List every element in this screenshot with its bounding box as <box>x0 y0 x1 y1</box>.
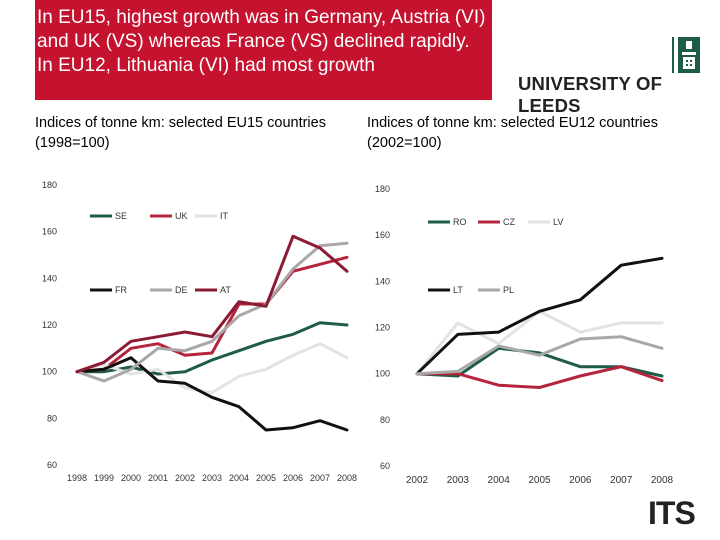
legend-label-se: SE <box>115 211 127 221</box>
title-banner: In EU15, highest growth was in Germany, … <box>35 0 492 100</box>
x-tick-label: 2000 <box>121 473 141 483</box>
legend-label-cz: CZ <box>503 217 515 227</box>
x-tick-label: 2008 <box>337 473 357 483</box>
y-tick-label: 140 <box>375 276 390 286</box>
slide-title: In EU15, highest growth was in Germany, … <box>37 7 486 76</box>
left-chart-title: Indices of tonne km: selected EU15 count… <box>35 115 326 151</box>
series-line-uk <box>75 255 349 374</box>
series-line-se <box>75 321 349 376</box>
x-tick-label: 2005 <box>256 473 276 483</box>
right-chart-title: Indices of tonne km: selected EU12 count… <box>367 115 658 151</box>
x-tick-label: 1998 <box>67 473 87 483</box>
x-tick-label: 2001 <box>148 473 168 483</box>
series-line-fr <box>75 356 349 432</box>
legend-label-fr: FR <box>115 285 127 295</box>
y-tick-label: 120 <box>42 320 57 330</box>
series-line-lv <box>415 309 664 376</box>
x-tick-label: 2007 <box>310 473 330 483</box>
series-line-at <box>75 234 349 374</box>
its-logo: ITS <box>648 496 696 528</box>
eu15-line-chart: 60 80 100 120 140 160 180 1998 1999 2000 2001 2002 2… <box>42 180 357 483</box>
y-tick-label: 180 <box>42 180 57 190</box>
legend-label-uk: UK <box>175 211 188 221</box>
series-line-cz <box>415 365 664 389</box>
legend-label-it: IT <box>220 211 229 221</box>
eu12-line-chart: 60 80 100 120 140 160 180 2002 2003 2004 2005 2006 2… <box>375 184 674 486</box>
university-logo-text: UNIVERSITY OF LEEDS <box>518 73 663 116</box>
series-line-pl <box>415 335 664 376</box>
series-line-it <box>75 342 349 395</box>
y-tick-label: 120 <box>375 323 390 333</box>
x-tick-label: 2004 <box>229 473 249 483</box>
y-tick-label: 60 <box>47 460 57 470</box>
university-crest-icon <box>672 37 700 73</box>
y-tick-label: 180 <box>375 184 390 194</box>
y-tick-label: 80 <box>47 413 57 423</box>
its-logo-text: ITS <box>648 496 695 528</box>
x-tick-label: 2008 <box>651 475 674 486</box>
series-line-de <box>75 241 349 383</box>
x-tick-label: 2002 <box>175 473 195 483</box>
series-line-lt <box>415 256 664 376</box>
y-tick-label: 100 <box>42 367 57 377</box>
x-tick-label: 2006 <box>283 473 303 483</box>
legend-label-at: AT <box>220 285 231 295</box>
legend-label-lt: LT <box>453 285 463 295</box>
y-tick-label: 60 <box>380 461 390 471</box>
x-tick-label: 2003 <box>202 473 222 483</box>
x-tick-label: 2004 <box>488 475 511 486</box>
legend-label-ro: RO <box>453 217 467 227</box>
y-tick-label: 160 <box>42 227 57 237</box>
y-tick-label: 100 <box>375 369 390 379</box>
x-tick-label: 2007 <box>610 475 633 486</box>
legend-label-lv: LV <box>553 217 563 227</box>
y-tick-label: 80 <box>380 415 390 425</box>
legend-label-de: DE <box>175 285 188 295</box>
x-tick-label: 1999 <box>94 473 114 483</box>
x-tick-label: 2005 <box>528 475 551 486</box>
y-tick-label: 160 <box>375 230 390 240</box>
x-tick-label: 2002 <box>406 475 429 486</box>
y-tick-label: 140 <box>42 273 57 283</box>
x-tick-label: 2006 <box>569 475 592 486</box>
legend-label-pl: PL <box>503 285 514 295</box>
x-tick-label: 2003 <box>447 475 470 486</box>
